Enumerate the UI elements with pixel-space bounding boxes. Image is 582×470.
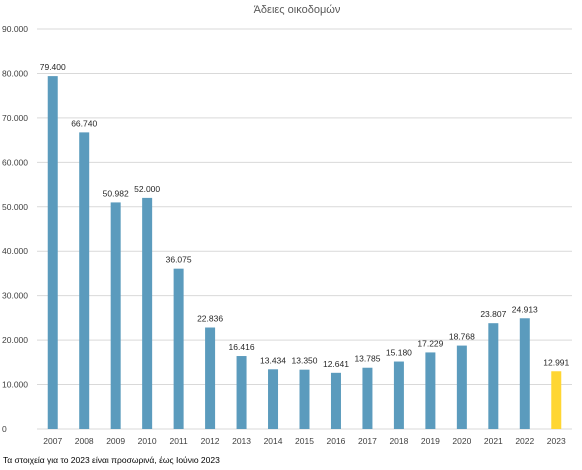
bar-2017 xyxy=(362,367,373,429)
x-tick-label-2018: 2018 xyxy=(389,436,408,446)
x-axis-ticks: 2007 2008 2009 2010 2011 2012 2013 2014 2015 2016… xyxy=(43,436,566,446)
data-label-2008: 66.740 xyxy=(71,118,97,128)
grid-lines xyxy=(37,28,572,430)
y-tick-label: 40.000 xyxy=(2,246,28,256)
bar-2021 xyxy=(488,323,499,429)
bar-2016 xyxy=(330,372,341,429)
data-label-2009: 50.982 xyxy=(103,188,129,198)
data-label-2023: 12.991 xyxy=(543,357,569,367)
bar-2009 xyxy=(110,202,121,429)
y-tick-label: 30.000 xyxy=(2,291,28,301)
bar-2018 xyxy=(393,361,404,429)
bar-2013 xyxy=(236,356,247,429)
data-labels: 79.400 66.740 50.982 52.000 36.075 22.836 16.4… xyxy=(40,62,570,369)
data-label-2020: 18.768 xyxy=(449,332,475,342)
bar-2022 xyxy=(519,318,530,429)
chart-title: Άδειες οικοδομών xyxy=(254,4,341,16)
footnote: Τα στοιχεία για το 2023 είναι προσωρινά,… xyxy=(3,455,220,465)
x-tick-label-2013: 2013 xyxy=(232,436,251,446)
data-label-2022: 24.913 xyxy=(512,304,538,314)
bars xyxy=(47,76,562,429)
data-label-2010: 52.000 xyxy=(134,184,160,194)
y-tick-label: 60.000 xyxy=(2,157,28,167)
y-tick-label: 90.000 xyxy=(2,24,28,34)
x-tick-label-2021: 2021 xyxy=(484,436,503,446)
bar-2010 xyxy=(142,197,153,429)
x-tick-label-2015: 2015 xyxy=(295,436,314,446)
y-tick-label: 20.000 xyxy=(2,335,28,345)
x-tick-label-2019: 2019 xyxy=(421,436,440,446)
x-tick-label-2008: 2008 xyxy=(75,436,94,446)
y-tick-label: 10.000 xyxy=(2,380,28,390)
y-axis-ticks: 0 10.000 20.000 30.000 40.000 50.000 60.000 70.… xyxy=(2,24,28,434)
x-tick-label-2007: 2007 xyxy=(43,436,62,446)
data-label-2016: 12.641 xyxy=(323,359,349,369)
data-label-2019: 17.229 xyxy=(417,338,443,348)
x-tick-label-2017: 2017 xyxy=(358,436,377,446)
data-label-2015: 13.350 xyxy=(292,356,318,366)
data-label-2007: 79.400 xyxy=(40,62,66,72)
bar-2020 xyxy=(456,345,467,429)
x-tick-label-2012: 2012 xyxy=(201,436,220,446)
x-tick-label-2009: 2009 xyxy=(106,436,125,446)
x-tick-label-2022: 2022 xyxy=(515,436,534,446)
bar-2014 xyxy=(268,369,279,429)
x-tick-label-2023: 2023 xyxy=(547,436,566,446)
bar-2019 xyxy=(425,352,436,429)
data-label-2018: 15.180 xyxy=(386,348,412,358)
data-label-2021: 23.807 xyxy=(480,309,506,319)
bar-2007 xyxy=(47,76,58,429)
data-label-2014: 13.434 xyxy=(260,355,286,365)
x-tick-label-2016: 2016 xyxy=(327,436,346,446)
data-label-2011: 36.075 xyxy=(166,255,192,265)
x-tick-label-2020: 2020 xyxy=(452,436,471,446)
y-tick-label: 0 xyxy=(2,424,7,434)
x-tick-label-2014: 2014 xyxy=(264,436,283,446)
y-tick-label: 70.000 xyxy=(2,113,28,123)
data-label-2013: 16.416 xyxy=(229,342,255,352)
data-label-2017: 13.785 xyxy=(354,354,380,364)
x-tick-label-2011: 2011 xyxy=(169,436,188,446)
bar-2012 xyxy=(205,327,216,429)
bar-2008 xyxy=(79,132,90,429)
bar-2011 xyxy=(173,268,184,429)
y-tick-label: 80.000 xyxy=(2,68,28,78)
x-tick-label-2010: 2010 xyxy=(138,436,157,446)
y-tick-label: 50.000 xyxy=(2,202,28,212)
bar-2015 xyxy=(299,369,310,429)
data-label-2012: 22.836 xyxy=(197,314,223,324)
bar-2023 xyxy=(551,371,562,429)
